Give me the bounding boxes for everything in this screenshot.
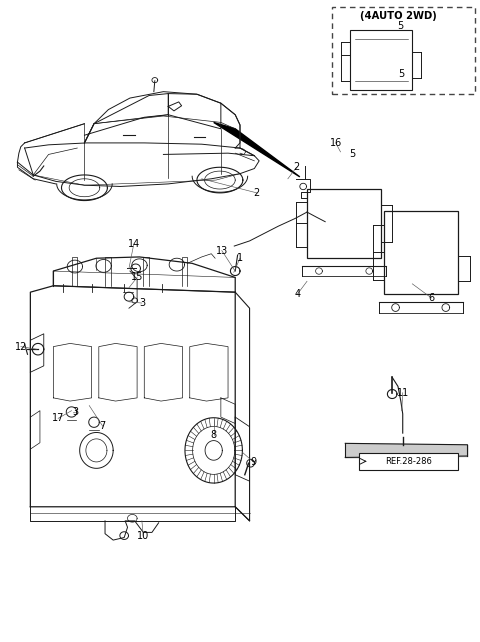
Polygon shape: [214, 123, 300, 177]
Text: 12: 12: [14, 342, 27, 352]
Text: (4AUTO 2WD): (4AUTO 2WD): [360, 11, 436, 21]
Text: 6: 6: [428, 293, 434, 303]
Text: 11: 11: [396, 388, 409, 398]
Text: 2: 2: [253, 188, 260, 198]
Text: 5: 5: [349, 150, 356, 159]
Text: 13: 13: [216, 245, 228, 256]
Text: 7: 7: [99, 421, 106, 431]
Text: 10: 10: [137, 531, 149, 541]
Text: 5: 5: [399, 69, 405, 79]
Text: 16: 16: [330, 138, 342, 148]
Text: REF.28-286: REF.28-286: [385, 457, 432, 466]
Text: 1: 1: [237, 253, 243, 263]
Text: 4: 4: [294, 289, 300, 299]
Bar: [307, 189, 381, 258]
Text: 17: 17: [52, 413, 64, 423]
Text: 8: 8: [211, 430, 217, 440]
Text: 14: 14: [128, 239, 140, 249]
Bar: [359, 453, 458, 469]
Text: 2: 2: [293, 162, 300, 172]
Bar: [332, 7, 475, 94]
Text: 3: 3: [139, 298, 145, 308]
Bar: [384, 211, 458, 294]
Text: 15: 15: [131, 272, 144, 282]
Text: 5: 5: [397, 21, 404, 31]
Text: 9: 9: [251, 457, 256, 467]
Text: 3: 3: [72, 407, 78, 417]
Bar: [350, 30, 412, 91]
